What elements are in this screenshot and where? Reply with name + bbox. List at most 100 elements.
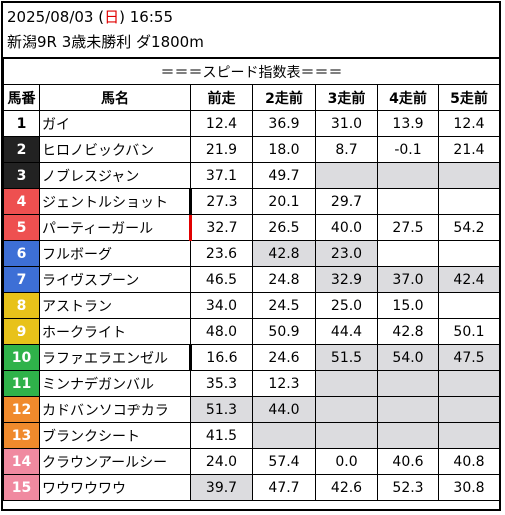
speed-index-cell: [437, 370, 501, 397]
speed-index-cell: 20.1: [252, 188, 316, 215]
speed-index-cell: [437, 240, 501, 267]
speed-index-cell: 49.7: [252, 162, 316, 189]
speed-index-cell: 44.0: [252, 396, 316, 423]
horse-number: 6: [3, 240, 40, 267]
col-header-5th: 5走前: [437, 84, 501, 111]
horse-number: 14: [3, 448, 40, 475]
speed-index-cell: 24.6: [252, 344, 316, 371]
speed-index-cell: 27.3: [190, 188, 253, 215]
speed-index-cell: 46.5: [190, 266, 253, 293]
speed-index-cell: 25.0: [315, 292, 378, 319]
speed-index-cell: [377, 188, 439, 215]
speed-index-cell: [252, 422, 316, 449]
speed-index-cell: 32.9: [315, 266, 378, 293]
table-row: 13 ブランクシート 41.5: [3, 422, 501, 449]
speed-index-cell: 12.4: [437, 110, 501, 137]
speed-index-cell: [377, 370, 439, 397]
horse-number: 15: [3, 474, 40, 501]
horse-name: ワウワウワウ: [39, 474, 191, 501]
speed-index-cell: 13.9: [377, 110, 439, 137]
speed-index-cell: 54.0: [377, 344, 439, 371]
table-row: 4 ジェントルショット 27.3 20.1 29.7: [3, 188, 501, 215]
col-header-last: 前走: [190, 84, 253, 111]
horse-number: 13: [3, 422, 40, 449]
speed-index-cell: 27.5: [377, 214, 439, 241]
table-row: 5 パーティーガール 32.7 26.5 40.0 27.5 54.2: [3, 214, 501, 241]
speed-index-cell: 51.3: [190, 396, 253, 423]
divider: [3, 57, 499, 58]
speed-index-cell: 8.7: [315, 136, 378, 163]
horse-name: フルボーグ: [39, 240, 191, 267]
speed-index-cell: 47.5: [437, 344, 501, 371]
speed-index-cell: 44.4: [315, 318, 378, 345]
speed-index-cell: 40.8: [437, 448, 501, 475]
speed-index-cell: [437, 188, 501, 215]
horse-number: 12: [3, 396, 40, 423]
table-row: 7 ライヴスプーン 46.5 24.8 32.9 37.0 42.4: [3, 266, 501, 293]
speed-index-cell: 24.0: [190, 448, 253, 475]
speed-index-cell: 37.1: [190, 162, 253, 189]
horse-name: ライヴスプーン: [39, 266, 191, 293]
table-row: 8 アストラン 34.0 24.5 25.0 15.0: [3, 292, 501, 319]
table-header-row: 馬番 馬名 前走 2走前 3走前 4走前 5走前: [3, 84, 501, 111]
table-row: 15 ワウワウワウ 39.7 47.7 42.6 52.3 30.8: [3, 474, 501, 501]
horse-name: クラウンアールシー: [39, 448, 191, 475]
speed-index-cell: 40.0: [315, 214, 378, 241]
speed-index-cell: [377, 162, 439, 189]
horse-name: カドバンソコヂカラ: [39, 396, 191, 423]
speed-index-cell: 30.8: [437, 474, 501, 501]
race-day-of-week: 日: [104, 8, 120, 26]
speed-index-cell: 52.3: [377, 474, 439, 501]
speed-index-cell: 41.5: [190, 422, 253, 449]
speed-index-cell: 32.7: [190, 214, 253, 241]
race-time: 16:55: [129, 8, 173, 26]
table-row: 2 ヒロノビックバン 21.9 18.0 8.7 -0.1 21.4: [3, 136, 501, 163]
speed-index-cell: 39.7: [190, 474, 253, 501]
speed-index-cell: -0.1: [377, 136, 439, 163]
speed-index-table: ＝＝＝スピード指数表＝＝＝ 馬番 馬名 前走 2走前 3走前 4走前 5走前 1…: [2, 58, 501, 501]
table-row: 14 クラウンアールシー 24.0 57.4 0.0 40.6 40.8: [3, 448, 501, 475]
speed-index-cell: 50.1: [437, 318, 501, 345]
speed-index-cell: [315, 162, 378, 189]
speed-index-cell: 57.4: [252, 448, 316, 475]
horse-name: ヒロノビックバン: [39, 136, 191, 163]
speed-index-cell: 42.8: [252, 240, 316, 267]
table-title-row: ＝＝＝スピード指数表＝＝＝: [2, 58, 501, 85]
horse-number: 3: [3, 162, 40, 189]
table-row: 1 ガイ 12.4 36.9 31.0 13.9 12.4: [3, 110, 501, 137]
speed-index-cell: 40.6: [377, 448, 439, 475]
speed-index-cell: 18.0: [252, 136, 316, 163]
horse-name: ミンナデガンバル: [39, 370, 191, 397]
speed-index-cell: 48.0: [190, 318, 253, 345]
speed-index-cell: 24.5: [252, 292, 316, 319]
speed-index-cell: 50.9: [252, 318, 316, 345]
speed-index-cell: 0.0: [315, 448, 378, 475]
speed-index-cell: [377, 396, 439, 423]
horse-number: 5: [3, 214, 40, 241]
horse-number: 1: [3, 110, 40, 137]
horse-number: 7: [3, 266, 40, 293]
speed-index-cell: 21.4: [437, 136, 501, 163]
speed-index-cell: 16.6: [190, 344, 253, 371]
table-row: 11 ミンナデガンバル 35.3 12.3: [3, 370, 501, 397]
horse-number: 8: [3, 292, 40, 319]
speed-index-cell: [377, 422, 439, 449]
speed-index-cell: 34.0: [190, 292, 253, 319]
horse-number: 10: [3, 344, 40, 371]
horse-number: 4: [3, 188, 40, 215]
speed-index-cell: [315, 422, 378, 449]
speed-index-cell: 42.8: [377, 318, 439, 345]
table-row: 6 フルボーグ 23.6 42.8 23.0: [3, 240, 501, 267]
speed-index-cell: 37.0: [377, 266, 439, 293]
table-row: 9 ホークライト 48.0 50.9 44.4 42.8 50.1: [3, 318, 501, 345]
speed-index-cell: [437, 422, 501, 449]
race-datetime: 2025/08/03 (日) 16:55: [7, 8, 173, 26]
speed-index-cell: [437, 292, 501, 319]
speed-index-cell: [437, 396, 501, 423]
table-row: 12 カドバンソコヂカラ 51.3 44.0: [3, 396, 501, 423]
col-header-4th: 4走前: [377, 84, 439, 111]
speed-index-cell: 24.8: [252, 266, 316, 293]
col-header-name: 馬名: [39, 84, 191, 111]
speed-index-cell: 23.0: [315, 240, 378, 267]
horse-name: ブランクシート: [39, 422, 191, 449]
